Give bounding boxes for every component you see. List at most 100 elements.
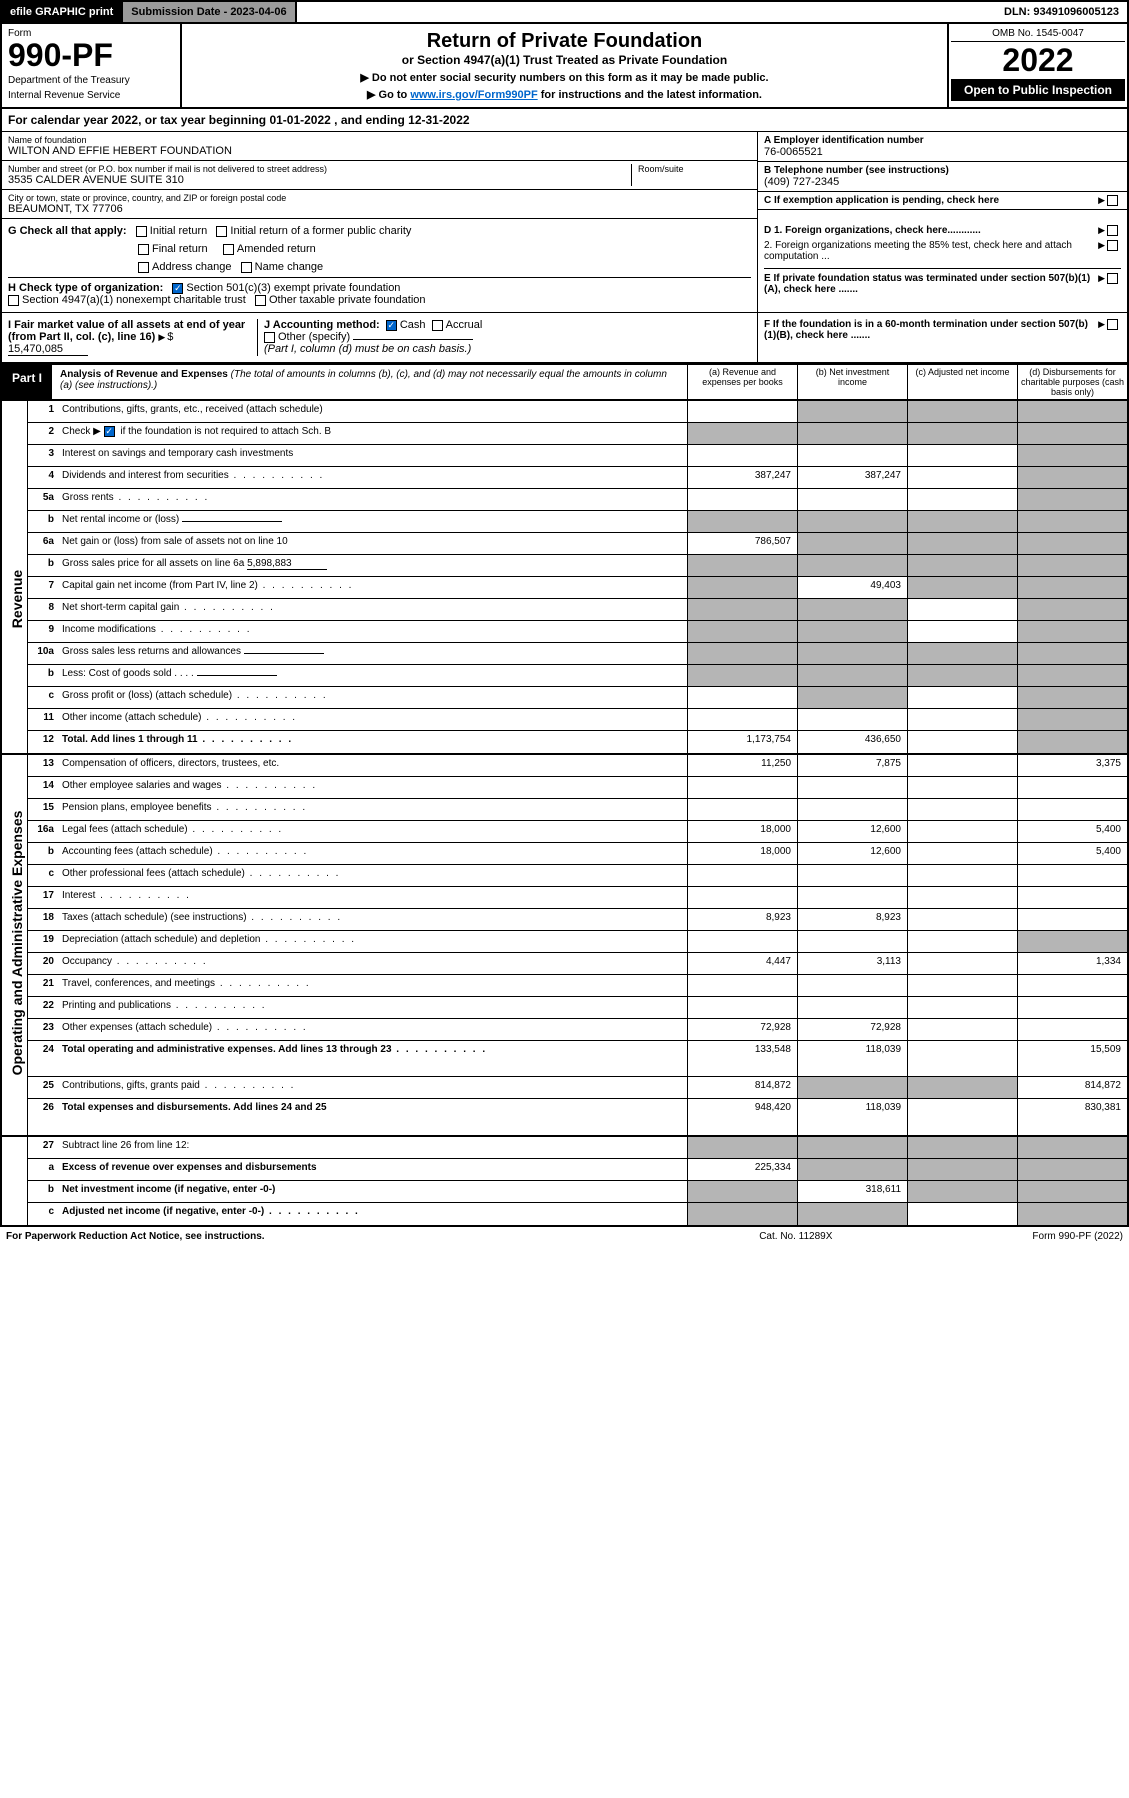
table-row: 26Total expenses and disbursements. Add … xyxy=(28,1099,1127,1135)
accrual-checkbox[interactable] xyxy=(432,320,443,331)
form-subtitle: or Section 4947(a)(1) Trust Treated as P… xyxy=(188,53,941,67)
row-desc: Taxes (attach schedule) (see instruction… xyxy=(58,909,687,930)
fmv-value: 15,470,085 xyxy=(8,343,88,356)
ein-label: A Employer identification number xyxy=(764,135,1121,146)
cell-a xyxy=(687,423,797,444)
row-desc: Contributions, gifts, grants paid xyxy=(58,1077,687,1098)
row-num: b xyxy=(28,843,58,864)
rental-line xyxy=(182,521,282,522)
cell-b: 12,600 xyxy=(797,843,907,864)
other-specify-line xyxy=(353,339,473,340)
efile-print-button[interactable]: efile GRAPHIC print xyxy=(2,2,123,22)
s4947-checkbox[interactable] xyxy=(8,295,19,306)
cell-c xyxy=(907,1159,1017,1180)
cell-c xyxy=(907,799,1017,820)
row-desc: Less: Cost of goods sold . . . . xyxy=(58,665,687,686)
cell-b xyxy=(797,777,907,798)
part1-desc: Analysis of Revenue and Expenses (The to… xyxy=(52,365,687,399)
cell-c xyxy=(907,687,1017,708)
addr-change-checkbox[interactable] xyxy=(138,262,149,273)
expenses-rows: 13Compensation of officers, directors, t… xyxy=(28,755,1127,1135)
cell-d xyxy=(1017,577,1127,598)
cell-d xyxy=(1017,709,1127,730)
d1-label: D 1. Foreign organizations, check here..… xyxy=(764,225,1098,236)
cell-b: 7,875 xyxy=(797,755,907,776)
irs-link[interactable]: www.irs.gov/Form990PF xyxy=(410,89,537,101)
cell-c xyxy=(907,821,1017,842)
table-row: 19Depreciation (attach schedule) and dep… xyxy=(28,931,1127,953)
cell-d xyxy=(1017,1203,1127,1225)
row-desc: Interest xyxy=(58,887,687,908)
final-return-checkbox[interactable] xyxy=(138,244,149,255)
initial-former-checkbox[interactable] xyxy=(216,226,227,237)
cell-d xyxy=(1017,909,1127,930)
cell-b: 8,923 xyxy=(797,909,907,930)
cell-d xyxy=(1017,1159,1127,1180)
cell-a xyxy=(687,865,797,886)
cell-b: 3,113 xyxy=(797,953,907,974)
row-desc: Net gain or (loss) from sale of assets n… xyxy=(58,533,687,554)
cell-c xyxy=(907,467,1017,488)
schb-checkbox[interactable] xyxy=(104,426,115,437)
e-checkbox[interactable] xyxy=(1107,273,1118,284)
row-num: c xyxy=(28,1203,58,1225)
table-row: bAccounting fees (attach schedule)18,000… xyxy=(28,843,1127,865)
row-num: b xyxy=(28,1181,58,1202)
cell-b xyxy=(797,533,907,554)
table-row: 2Check ▶ if the foundation is not requir… xyxy=(28,423,1127,445)
g-section: G Check all that apply: Initial return I… xyxy=(2,219,757,312)
arrow-icon xyxy=(1098,195,1107,206)
initial-return-checkbox[interactable] xyxy=(136,226,147,237)
table-row: 24Total operating and administrative exp… xyxy=(28,1041,1127,1077)
cell-d xyxy=(1017,1181,1127,1202)
row-num: c xyxy=(28,687,58,708)
row-num: 24 xyxy=(28,1041,58,1076)
cell-b xyxy=(797,997,907,1018)
footer: For Paperwork Reduction Act Notice, see … xyxy=(0,1227,1129,1246)
f-checkbox[interactable] xyxy=(1107,319,1118,330)
cell-d xyxy=(1017,445,1127,466)
cell-c xyxy=(907,887,1017,908)
row-num: 21 xyxy=(28,975,58,996)
amended-checkbox[interactable] xyxy=(223,244,234,255)
cash-checkbox[interactable] xyxy=(386,320,397,331)
cell-b xyxy=(797,643,907,664)
name-label: Name of foundation xyxy=(8,135,751,145)
table-row: 7Capital gain net income (from Part IV, … xyxy=(28,577,1127,599)
cell-b xyxy=(797,865,907,886)
cell-b xyxy=(797,423,907,444)
name-change-checkbox[interactable] xyxy=(241,262,252,273)
cell-c xyxy=(907,445,1017,466)
expenses-side-label: Operating and Administrative Expenses xyxy=(2,755,28,1135)
cell-b: 318,611 xyxy=(797,1181,907,1202)
other-checkbox[interactable] xyxy=(264,332,275,343)
note-post: for instructions and the latest informat… xyxy=(538,89,762,101)
row-num: 5a xyxy=(28,489,58,510)
cell-c xyxy=(907,909,1017,930)
cell-b xyxy=(797,799,907,820)
e-label: E If private foundation status was termi… xyxy=(764,273,1098,295)
cell-d xyxy=(1017,621,1127,642)
cell-d: 1,334 xyxy=(1017,953,1127,974)
exemption-checkbox[interactable] xyxy=(1107,195,1118,206)
cell-d xyxy=(1017,975,1127,996)
cell-d xyxy=(1017,687,1127,708)
cell-b xyxy=(797,599,907,620)
d2-checkbox[interactable] xyxy=(1107,240,1118,251)
other-tax-checkbox[interactable] xyxy=(255,295,266,306)
col-c-header: (c) Adjusted net income xyxy=(907,365,1017,399)
s501-checkbox[interactable] xyxy=(172,283,183,294)
row-num: 26 xyxy=(28,1099,58,1135)
cell-a xyxy=(687,1137,797,1158)
dept-treasury: Department of the Treasury xyxy=(8,75,174,86)
arrow-icon xyxy=(158,331,167,343)
row-num: 27 xyxy=(28,1137,58,1158)
row-num: 25 xyxy=(28,1077,58,1098)
form-ref: Form 990-PF (2022) xyxy=(1032,1231,1123,1242)
table-row: 6aNet gain or (loss) from sale of assets… xyxy=(28,533,1127,555)
cell-c xyxy=(907,1019,1017,1040)
cell-d xyxy=(1017,643,1127,664)
cell-b xyxy=(797,1137,907,1158)
phone-value: (409) 727-2345 xyxy=(764,176,1121,188)
d1-checkbox[interactable] xyxy=(1107,225,1118,236)
